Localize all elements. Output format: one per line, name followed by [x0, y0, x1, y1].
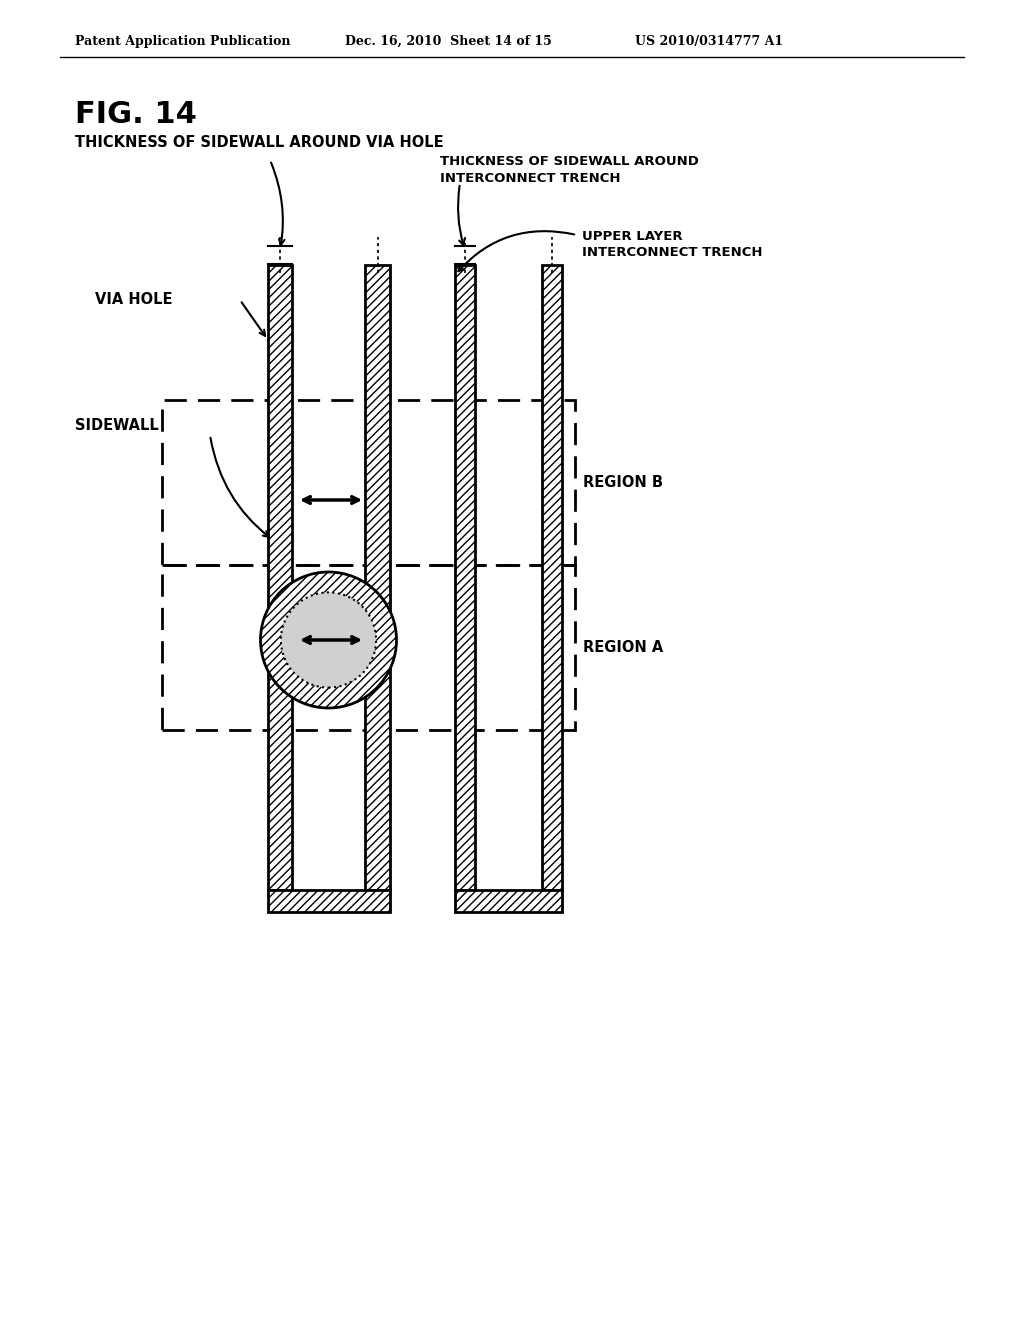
Text: SIDEWALL: SIDEWALL [75, 417, 159, 433]
Text: FIG. 14: FIG. 14 [75, 100, 197, 129]
Text: THICKNESS OF SIDEWALL AROUND
INTERCONNECT TRENCH: THICKNESS OF SIDEWALL AROUND INTERCONNEC… [440, 154, 698, 185]
Text: REGION B: REGION B [583, 475, 663, 490]
Text: Patent Application Publication: Patent Application Publication [75, 36, 291, 48]
Text: THICKNESS OF SIDEWALL AROUND VIA HOLE: THICKNESS OF SIDEWALL AROUND VIA HOLE [75, 135, 443, 150]
Bar [268, 265, 292, 890]
Text: US 2010/0314777 A1: US 2010/0314777 A1 [635, 36, 783, 48]
Bar [162, 565, 575, 730]
Bar [542, 265, 562, 890]
Circle shape [281, 593, 376, 688]
Bar [162, 400, 575, 565]
Bar [455, 890, 562, 912]
Text: VIA HOLE: VIA HOLE [95, 293, 172, 308]
Circle shape [260, 572, 396, 708]
Bar [292, 265, 365, 890]
Bar [475, 265, 542, 890]
Text: UPPER LAYER
INTERCONNECT TRENCH: UPPER LAYER INTERCONNECT TRENCH [582, 230, 763, 260]
Bar [455, 265, 475, 890]
Text: Dec. 16, 2010  Sheet 14 of 15: Dec. 16, 2010 Sheet 14 of 15 [345, 36, 552, 48]
Text: REGION A: REGION A [583, 640, 664, 655]
Bar [268, 890, 390, 912]
Bar [365, 265, 390, 890]
